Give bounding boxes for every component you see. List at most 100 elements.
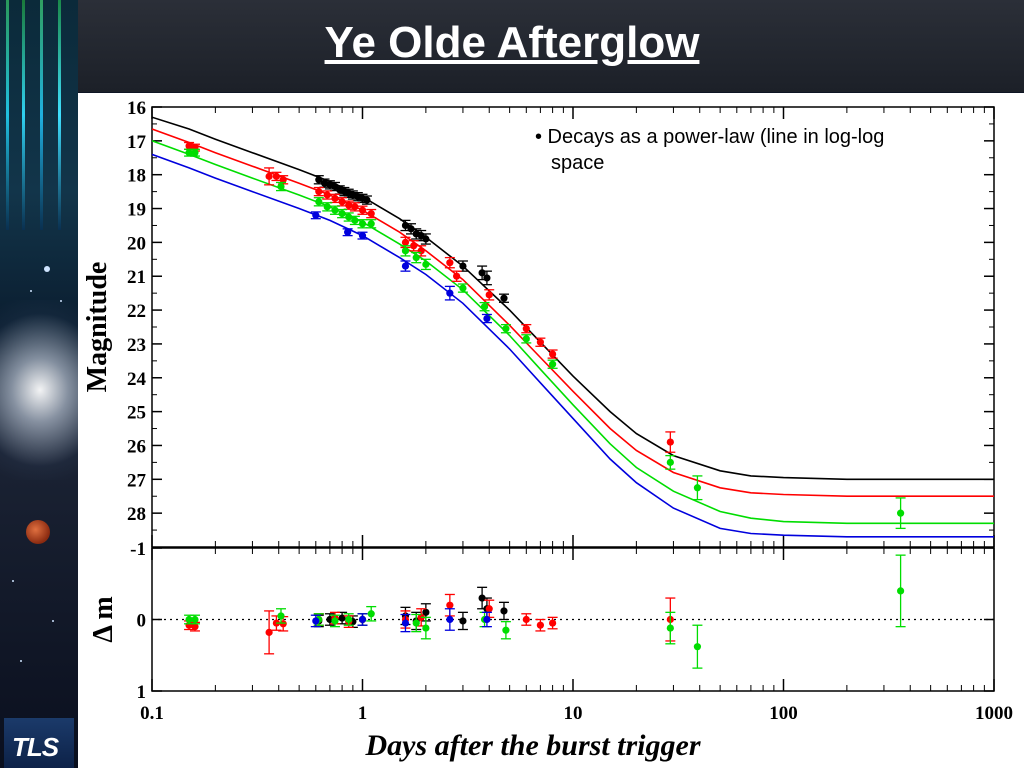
- magnitude-point: [367, 210, 375, 218]
- star: [12, 580, 14, 582]
- magnitude-point: [277, 182, 285, 191]
- residual-point: [459, 617, 467, 625]
- residual-point: [502, 626, 510, 634]
- residual-y-tick-label: 1: [137, 682, 147, 703]
- telescope-logo: [4, 718, 74, 768]
- magnitude-point: [315, 198, 323, 206]
- annotation-text: • Decays as a power-law (line in log-log…: [535, 124, 995, 176]
- residual-point: [446, 615, 454, 624]
- residual-point: [185, 615, 193, 624]
- main-y-tick-label: 20: [127, 233, 146, 254]
- main-y-tick-label: 17: [127, 132, 147, 153]
- magnitude-point: [666, 438, 674, 446]
- main-y-tick-label: 22: [127, 301, 146, 322]
- model-curve-2: [152, 140, 994, 525]
- magnitude-point: [367, 220, 375, 228]
- residual-point: [367, 610, 375, 618]
- slide-title: Ye Olde Afterglow: [324, 18, 700, 67]
- x-tick-label: 100: [769, 703, 798, 724]
- annotation-line-1: • Decays as a power-law (line in log-log: [535, 126, 885, 148]
- magnitude-point: [483, 274, 491, 282]
- logo-text: TLS: [12, 732, 59, 762]
- magnitude-point: [312, 211, 320, 219]
- residual-point: [265, 628, 273, 636]
- magnitude-point: [351, 203, 359, 211]
- magnitude-point: [191, 149, 199, 157]
- y-axis-title: Magnitude: [82, 262, 113, 393]
- magnitude-point: [315, 176, 323, 184]
- star: [30, 290, 32, 292]
- residual-axis-title: Δ m: [88, 596, 119, 642]
- magnitude-point: [185, 149, 193, 157]
- residual-point: [331, 617, 339, 625]
- magnitude-point: [265, 172, 273, 180]
- x-tick-label: 1000: [975, 703, 1013, 724]
- main-y-tick-label: 28: [127, 504, 146, 525]
- magnitude-point: [338, 210, 346, 218]
- residual-point: [191, 623, 199, 631]
- x-axis-title: Days after the burst trigger: [364, 729, 700, 762]
- sidebar-decoration: TLS: [0, 0, 78, 768]
- magnitude-point: [323, 203, 331, 211]
- residual-y-tick-label: 0: [137, 611, 147, 632]
- magnitude-point: [549, 360, 557, 368]
- residual-point: [549, 619, 557, 627]
- magnitude-point: [536, 338, 544, 346]
- magnitude-point: [410, 242, 418, 250]
- x-tick-label: 0.1: [140, 703, 164, 724]
- residual-point: [312, 617, 320, 625]
- residual-point: [422, 608, 430, 616]
- magnitude-point: [422, 235, 430, 243]
- sidebar-streak: [58, 0, 61, 230]
- magnitude-point: [897, 509, 905, 517]
- magnitude-point: [446, 259, 454, 267]
- magnitude-point: [666, 458, 674, 466]
- magnitude-point: [323, 191, 331, 199]
- residual-point: [897, 587, 905, 595]
- magnitude-point: [459, 262, 467, 270]
- magnitude-point: [272, 172, 281, 180]
- magnitude-point: [480, 303, 489, 311]
- x-tick-label: 1: [358, 703, 368, 724]
- residual-point: [191, 615, 199, 624]
- residual-point: [485, 605, 493, 613]
- magnitude-point: [422, 260, 430, 268]
- magnitude-point: [279, 176, 287, 184]
- magnitude-point: [401, 247, 410, 255]
- magnitude-point: [358, 232, 367, 240]
- magnitude-point: [693, 484, 702, 492]
- planet-image: [26, 520, 50, 544]
- magnitude-point: [485, 291, 493, 299]
- sidebar-streak: [6, 0, 9, 230]
- magnitude-point: [407, 225, 415, 233]
- star: [20, 660, 22, 662]
- residual-point: [522, 615, 530, 624]
- magnitude-point: [358, 220, 367, 228]
- main-y-tick-label: 23: [127, 335, 146, 356]
- residual-point: [345, 615, 353, 624]
- magnitude-point: [344, 228, 352, 236]
- sidebar-streak: [22, 0, 25, 230]
- residual-point: [358, 615, 367, 624]
- magnitude-point: [338, 198, 346, 206]
- residual-point: [500, 607, 508, 615]
- main-y-tick-label: 19: [127, 200, 146, 221]
- magnitude-point: [453, 272, 461, 280]
- residual-point: [446, 601, 454, 609]
- nebula-glow: [0, 300, 78, 480]
- star: [44, 266, 50, 272]
- magnitude-point: [417, 247, 425, 255]
- magnitude-point: [351, 216, 359, 224]
- chart-panel: 16 17 18 19 20 21 22 23 24 25 26 27 28 -1 0 1 0.1 1 10 100 1…: [78, 93, 1024, 768]
- residual-point: [693, 643, 702, 651]
- main-y-tick-label: 27: [127, 470, 147, 491]
- magnitude-point: [522, 335, 530, 343]
- magnitude-point: [502, 325, 510, 333]
- residual-point: [666, 624, 674, 632]
- x-tick-label: 10: [564, 703, 583, 724]
- magnitude-point: [401, 262, 410, 270]
- main-y-tick-label: 25: [127, 403, 146, 424]
- sidebar-streak: [40, 0, 43, 230]
- main-y-tick-label: 24: [127, 369, 147, 390]
